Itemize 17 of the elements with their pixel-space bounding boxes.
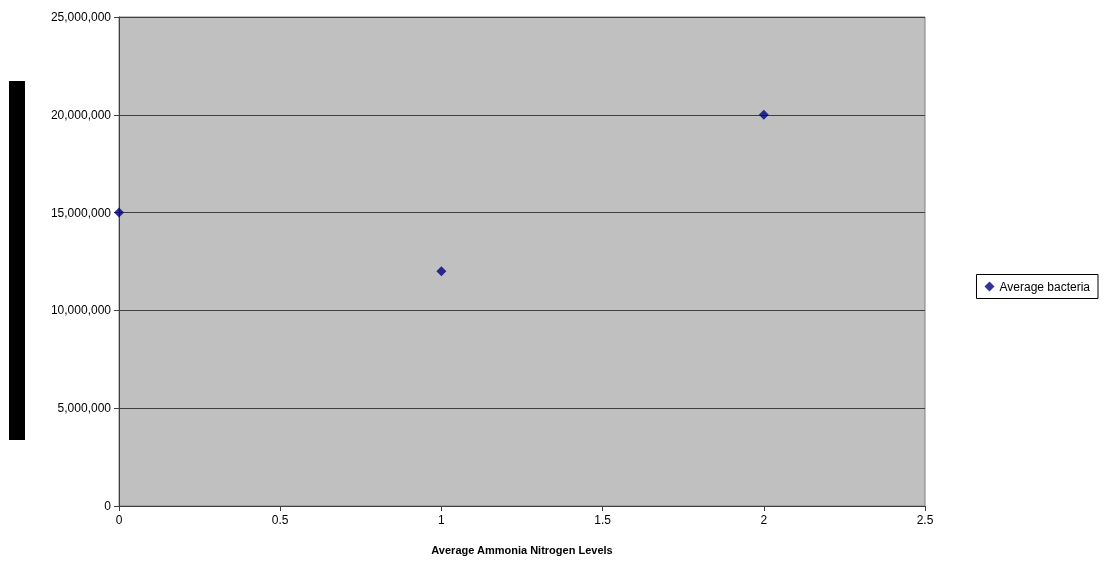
x-tick-label: 2.5 [916,513,934,527]
x-tick-label: 0 [115,513,123,527]
point [114,207,124,218]
y-tick-label: 20,000,000 [50,107,112,122]
x-axis-title: Average Ammonia Nitrogen Levels [431,543,613,556]
y-tick-label: 0 [104,499,112,513]
x-tick-label: 0.5 [271,513,289,527]
y-tick-label: 10,000,000 [50,303,112,318]
y-tick-label: 5,000,000 [57,401,112,416]
x-tick-label: 1 [438,513,446,527]
x-tick-label: 1.5 [594,513,612,527]
point [758,109,769,120]
legend-label: Average bacteria [999,279,1091,294]
y-tick-label: 25,000,000 [50,10,112,24]
point [436,266,447,277]
x-tick-label: 2 [760,513,768,527]
y-tick-label: 15,000,000 [50,205,112,220]
